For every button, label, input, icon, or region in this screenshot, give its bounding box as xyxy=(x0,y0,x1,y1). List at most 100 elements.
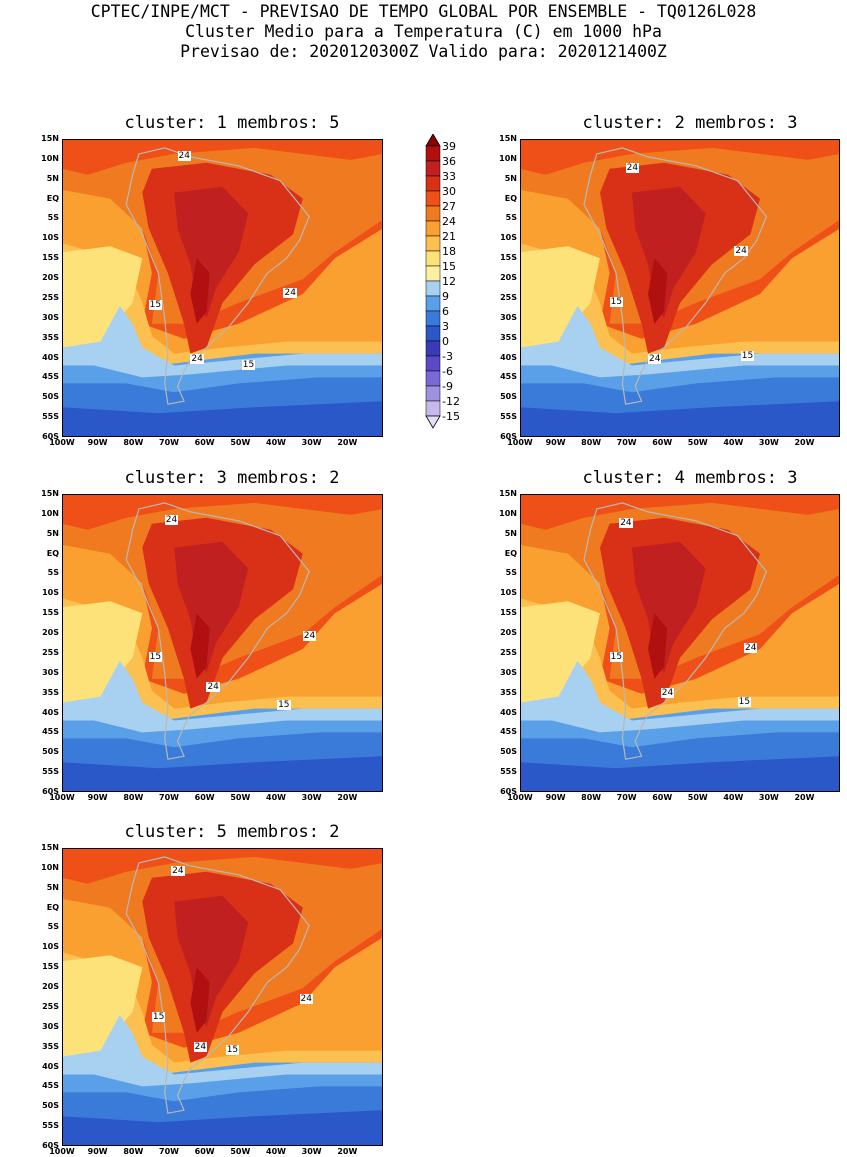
panel-title-5: cluster: 5 membros: 2 xyxy=(124,822,340,842)
y-tick-label: 15S xyxy=(42,608,59,618)
interior-band-2 xyxy=(648,258,668,324)
y-tick-label: 35S xyxy=(42,1041,59,1051)
y-tick-label: 25S xyxy=(500,647,517,657)
y-tick-label: 50S xyxy=(500,392,517,402)
interior-band-2 xyxy=(648,613,668,679)
temperature-band-1 xyxy=(62,848,383,884)
x-tick-label: 20W xyxy=(337,793,358,802)
y-tick-label: 5S xyxy=(505,568,517,578)
y-tick-label: 45S xyxy=(500,727,517,737)
contour-label: 24 xyxy=(625,162,640,173)
contour-label: 24 xyxy=(190,353,204,364)
y-tick-label: 40S xyxy=(42,1061,59,1071)
y-tick-label: 10S xyxy=(42,233,59,243)
x-tick-label: 30W xyxy=(758,438,779,447)
colorbar-segment xyxy=(425,295,441,312)
colorbar-segment xyxy=(425,355,441,372)
y-tick-label: 20S xyxy=(500,628,517,638)
temperature-band-8 xyxy=(520,401,840,437)
temperature-band-3 xyxy=(62,598,383,727)
y-tick-label: 5S xyxy=(47,213,59,223)
x-tick-label: 70W xyxy=(159,438,179,447)
y-tick-label: 40S xyxy=(42,352,59,362)
x-tick-label: 80W xyxy=(123,1147,144,1156)
interior-band-1 xyxy=(632,541,706,673)
x-tick-label: 90W xyxy=(87,793,108,802)
y-tick-label: 35S xyxy=(42,332,59,342)
colorbar-level-label: 15 xyxy=(442,260,456,273)
x-tick-label: 90W xyxy=(545,793,566,802)
contour-label: 15 xyxy=(241,359,256,370)
y-tick-label: 15N xyxy=(41,134,59,143)
x-tick-label: 80W xyxy=(581,438,602,447)
colorbar-level-label: 30 xyxy=(442,185,456,198)
x-tick-label: 90W xyxy=(87,1147,108,1156)
y-tick-label: 25S xyxy=(500,292,517,302)
y-tick-label: EQ xyxy=(504,193,517,203)
interior-band-2 xyxy=(190,613,210,679)
contour-label: 15 xyxy=(609,296,624,307)
contour-label: 24 xyxy=(299,994,313,1005)
y-tick-label: 50S xyxy=(42,1101,59,1111)
y-tick-label: 30S xyxy=(500,312,517,322)
x-tick-label: 30W xyxy=(301,1147,322,1156)
colorbar-segment xyxy=(425,385,441,402)
x-tick-label: 50W xyxy=(687,438,708,447)
x-tick-label: 100W xyxy=(507,438,533,447)
x-tick-label: 100W xyxy=(49,438,75,447)
y-tick-label: 55S xyxy=(500,412,517,422)
y-tick-label: 15N xyxy=(41,843,59,852)
temperature-band-4 xyxy=(62,601,143,703)
y-tick-label: 60S xyxy=(42,1141,59,1150)
contour-label: 15 xyxy=(609,651,624,662)
colorbar-level-label: -3 xyxy=(442,350,453,363)
y-tick-label: EQ xyxy=(504,548,517,558)
y-tick-label: EQ xyxy=(46,548,59,558)
y-tick-label: 60S xyxy=(42,787,59,796)
x-tick-label: 40W xyxy=(723,438,744,447)
y-tick-label: 30S xyxy=(42,312,59,322)
temperature-band-1 xyxy=(520,139,840,175)
y-tick-label: EQ xyxy=(46,902,59,912)
y-tick-label: 45S xyxy=(42,727,59,737)
x-tick-label: 70W xyxy=(159,1147,179,1156)
y-tick-label: 20S xyxy=(42,982,59,992)
y-tick-label: 10N xyxy=(41,153,59,163)
map-frame xyxy=(62,494,383,792)
contour-label: 15 xyxy=(740,350,755,361)
colorbar-level-label: -15 xyxy=(442,410,460,423)
colorbar-segment xyxy=(425,310,441,327)
contour-label: 15 xyxy=(148,299,163,310)
temperature-band-1 xyxy=(62,494,383,530)
y-tick-label: 10S xyxy=(500,588,517,598)
contour-label: 24 xyxy=(302,631,317,642)
colorbar-top-arrow xyxy=(425,134,441,147)
y-tick-label: 15S xyxy=(500,608,517,618)
x-tick-label: 30W xyxy=(301,793,322,802)
colorbar-level-label: -6 xyxy=(442,365,453,378)
y-tick-label: 15S xyxy=(42,962,59,972)
temperature-band-4 xyxy=(62,246,143,348)
y-tick-label: 25S xyxy=(42,647,59,657)
colorbar-level-label: 0 xyxy=(442,335,449,348)
y-tick-label: 20S xyxy=(500,273,517,283)
x-tick-label: 60W xyxy=(194,1147,215,1156)
interior-band-2 xyxy=(190,967,210,1033)
temperature-band-6 xyxy=(62,1014,383,1087)
colorbar-segment xyxy=(425,190,441,207)
x-tick-label: 80W xyxy=(123,793,144,802)
contour-label: 24 xyxy=(164,514,179,525)
colorbar-level-label: 36 xyxy=(442,155,456,168)
y-tick-label: 55S xyxy=(42,412,59,422)
colorbar-segment xyxy=(425,205,441,222)
x-tick-label: 20W xyxy=(337,438,358,447)
temperature-band-4 xyxy=(62,955,143,1057)
colorbar-segment xyxy=(425,265,441,282)
y-tick-label: 5N xyxy=(46,173,59,183)
y-tick-label: 10N xyxy=(41,508,59,518)
contour-label: 24 xyxy=(206,681,220,692)
x-tick-label: 20W xyxy=(794,438,815,447)
x-tick-label: 70W xyxy=(616,438,637,447)
x-tick-label: 20W xyxy=(794,793,815,802)
y-tick-label: 15S xyxy=(42,253,59,263)
